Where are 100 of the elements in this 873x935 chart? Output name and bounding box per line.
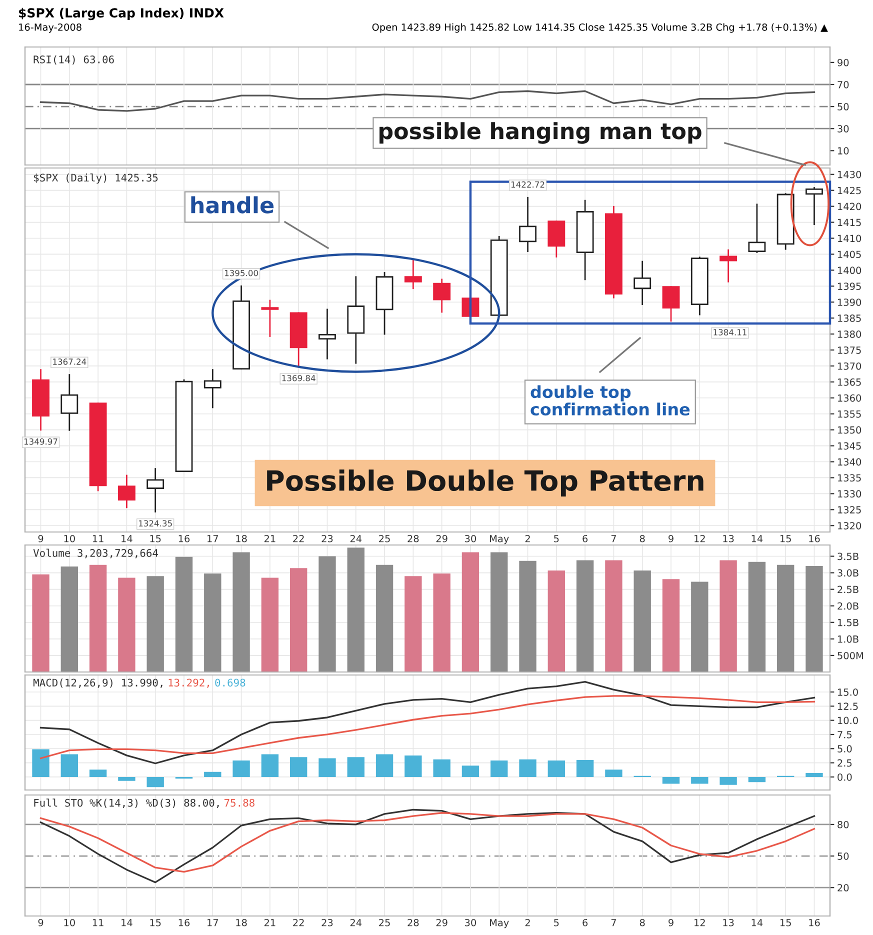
text: Open 1423.89 High 1425.82 Low 1414.35 Close 1425.35 Volume 3.2B Chg +1.78 (+0.13%) ▲ [372, 23, 828, 33]
annotation: Full STO %K(14,3) %D(3) 88.00, [34, 798, 219, 808]
annotation: 75.88 [224, 798, 254, 807]
line-series [40, 808, 816, 884]
bar [662, 579, 680, 672]
x-tick-label: 14 [122, 919, 132, 926]
x-tick-label: 7 [611, 919, 616, 926]
bar [261, 578, 279, 672]
x-tick-label: 18 [236, 534, 247, 542]
y-tick-label: 2.5 [838, 759, 852, 767]
bar [748, 562, 766, 672]
annotation: handle [191, 196, 274, 214]
bar [347, 757, 364, 777]
candlestick [433, 278, 451, 313]
candlestick [662, 286, 680, 322]
annotation: 1422.72 [511, 181, 544, 188]
x-tick-label: May [490, 919, 509, 928]
bar [634, 570, 651, 672]
bar [720, 560, 737, 672]
y-tick-label: 1410 [838, 234, 862, 242]
bar [519, 759, 536, 777]
x-tick-label: 21 [264, 918, 276, 926]
x-tick-label: 9 [38, 918, 44, 926]
y-tick-label: 1420 [838, 202, 862, 210]
candlestick [318, 308, 336, 360]
bar [318, 758, 336, 777]
bar [175, 556, 193, 672]
x-tick-label: 28 [408, 918, 419, 926]
bar [261, 754, 279, 777]
y-tick-label: 50 [838, 103, 849, 110]
x-tick-label: 16 [809, 534, 820, 542]
bar [519, 560, 536, 672]
annotation: MACD(12,26,9) 13.990, [33, 678, 162, 688]
x-tick-label: 15 [150, 535, 161, 542]
bar [376, 564, 394, 672]
line-series [40, 812, 816, 873]
y-tick-label: 0.0 [838, 773, 852, 781]
x-tick-label: 9 [38, 534, 44, 542]
annotation: $SPX (Daily) 1425.35 [34, 173, 158, 184]
y-tick-label: 1340 [838, 458, 862, 466]
candlestick [118, 474, 136, 508]
candlestick [261, 300, 279, 337]
bar [347, 548, 364, 672]
bar [548, 760, 566, 777]
y-tick-label: 15.0 [838, 688, 858, 696]
x-tick-label: 9 [668, 534, 674, 542]
bar [404, 755, 422, 777]
x-tick-label: 11 [92, 919, 104, 926]
bar [490, 760, 508, 777]
x-tick-label: 14 [122, 535, 132, 542]
annotation: Volume 3,203,729,664 [33, 548, 158, 558]
x-tick-label: 7 [611, 535, 616, 542]
y-tick-label: 1355 [838, 410, 861, 418]
x-tick-label: 22 [293, 918, 304, 926]
annotation: 13.292, [168, 678, 209, 688]
x-tick-label: 23 [322, 534, 333, 542]
y-tick-label: 1.0B [838, 635, 858, 643]
y-tick-label: 1375 [838, 346, 861, 354]
y-tick-label: 1430 [838, 170, 862, 178]
x-tick-label: 16 [178, 534, 190, 542]
y-tick-label: 10 [838, 147, 849, 154]
y-tick-label: 7.5 [838, 731, 852, 738]
bar [146, 576, 164, 672]
annotation: 1369.84 [282, 374, 316, 382]
y-tick-label: 50 [838, 852, 849, 860]
x-tick-label: 10 [64, 534, 75, 542]
y-tick-label: 5.0 [838, 745, 852, 752]
x-tick-label: 12 [694, 918, 705, 926]
bar [462, 766, 480, 777]
x-tick-label: 25 [379, 918, 390, 926]
x-tick-label: 8 [640, 534, 645, 542]
x-tick-label: 2 [525, 918, 530, 926]
y-tick-label: 1330 [838, 490, 862, 498]
x-tick-label: 11 [92, 535, 104, 542]
y-tick-label: 1400 [838, 266, 862, 274]
bar [89, 770, 107, 777]
bar [806, 773, 823, 777]
y-tick-label: 1345 [838, 442, 861, 450]
x-tick-label: 16 [178, 918, 190, 926]
candlestick [634, 260, 652, 306]
y-tick-label: 12.5 [838, 702, 858, 710]
x-tick-label: 28 [408, 534, 419, 542]
x-tick-label: 9 [668, 918, 674, 926]
bar [118, 578, 136, 672]
y-tick-label: 3.0B [838, 569, 858, 577]
bar [462, 552, 480, 672]
candlestick [519, 196, 536, 252]
annotation: RSI(14) 63.06 [34, 55, 114, 65]
y-tick-label: 1335 [838, 474, 861, 482]
x-tick-label: 12 [694, 534, 705, 542]
bar [232, 760, 250, 777]
candlestick [806, 187, 823, 226]
x-tick-label: 17 [208, 919, 218, 926]
bar [318, 556, 336, 672]
annotation: 1395.00 [224, 270, 258, 276]
x-tick-label: 29 [436, 534, 448, 542]
x-tick-label: 18 [236, 918, 247, 926]
x-tick-label: 21 [264, 534, 276, 542]
bar [433, 573, 450, 672]
x-tick-label: 29 [436, 918, 448, 926]
